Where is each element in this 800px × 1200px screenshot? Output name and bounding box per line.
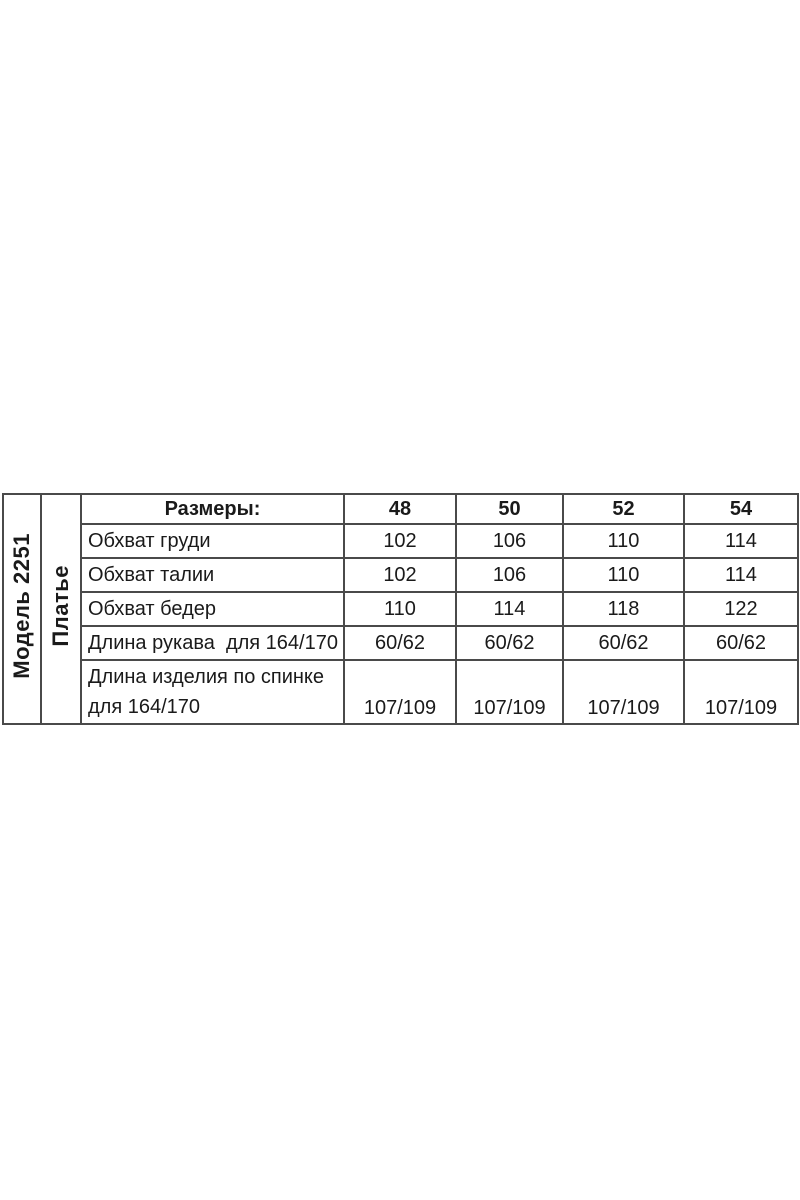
sizes-title: Размеры:	[80, 493, 345, 525]
cell-value: 110	[562, 523, 685, 559]
cell-value: 107/109	[455, 659, 564, 725]
cell-value: 118	[562, 591, 685, 627]
model-label: Модель 2251	[9, 533, 34, 679]
size-chart: Модель 2251 Платье Размеры: 48 50 52 54 …	[2, 493, 799, 725]
product-label: Платье	[48, 565, 73, 647]
table-row-waist: Обхват талии 102 106 110 114	[3, 557, 799, 593]
cell-value: 114	[683, 523, 799, 559]
cell-value: 102	[343, 557, 457, 593]
size-column-54: 54	[683, 493, 799, 525]
cell-value: 114	[455, 591, 564, 627]
cell-value: 110	[343, 591, 457, 627]
cell-value: 107/109	[562, 659, 685, 725]
table-row-sleeve-length: Длина рукава для 164/170 60/62 60/62 60/…	[3, 625, 799, 661]
cell-value: 106	[455, 557, 564, 593]
product-cell: Платье	[40, 493, 82, 725]
table-row-back-length: Длина изделия по спинке для 164/170 107/…	[3, 659, 799, 725]
cell-value: 110	[562, 557, 685, 593]
cell-value: 122	[683, 591, 799, 627]
header-row: Модель 2251 Платье Размеры: 48 50 52 54	[2, 493, 799, 725]
cell-value: 107/109	[683, 659, 799, 725]
table-row-hips: Обхват бедер 110 114 118 122	[3, 591, 799, 627]
size-column-52: 52	[562, 493, 685, 525]
cell-value: 60/62	[562, 625, 685, 661]
row-label: Длина рукава для 164/170	[80, 625, 345, 661]
size-column-50: 50	[455, 493, 564, 525]
cell-value: 102	[343, 523, 457, 559]
cell-value: 114	[683, 557, 799, 593]
table-row-chest: Обхват груди 102 106 110 114	[3, 523, 799, 559]
size-chart-table: Модель 2251 Платье Размеры: 48 50 52 54 …	[2, 493, 799, 725]
model-cell: Модель 2251	[2, 493, 42, 725]
cell-value: 107/109	[343, 659, 457, 725]
cell-value: 60/62	[343, 625, 457, 661]
row-label: Обхват груди	[80, 523, 345, 559]
row-label: Обхват бедер	[80, 591, 345, 627]
row-label: Длина изделия по спинке для 164/170	[80, 659, 345, 725]
cell-value: 106	[455, 523, 564, 559]
row-label: Обхват талии	[80, 557, 345, 593]
cell-value: 60/62	[455, 625, 564, 661]
cell-value: 60/62	[683, 625, 799, 661]
size-column-48: 48	[343, 493, 457, 525]
